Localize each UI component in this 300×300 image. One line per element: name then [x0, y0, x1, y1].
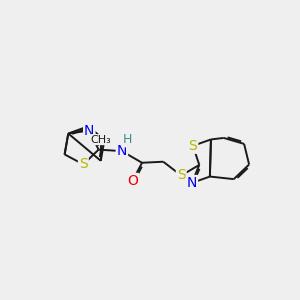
Text: S: S: [177, 169, 186, 182]
Text: N: N: [117, 144, 127, 158]
Text: O: O: [127, 174, 138, 188]
Text: H: H: [122, 134, 132, 146]
Text: S: S: [79, 158, 88, 171]
Text: N: N: [84, 124, 94, 138]
Text: S: S: [188, 139, 197, 153]
Text: N: N: [187, 176, 197, 190]
Text: CH₃: CH₃: [90, 135, 111, 145]
